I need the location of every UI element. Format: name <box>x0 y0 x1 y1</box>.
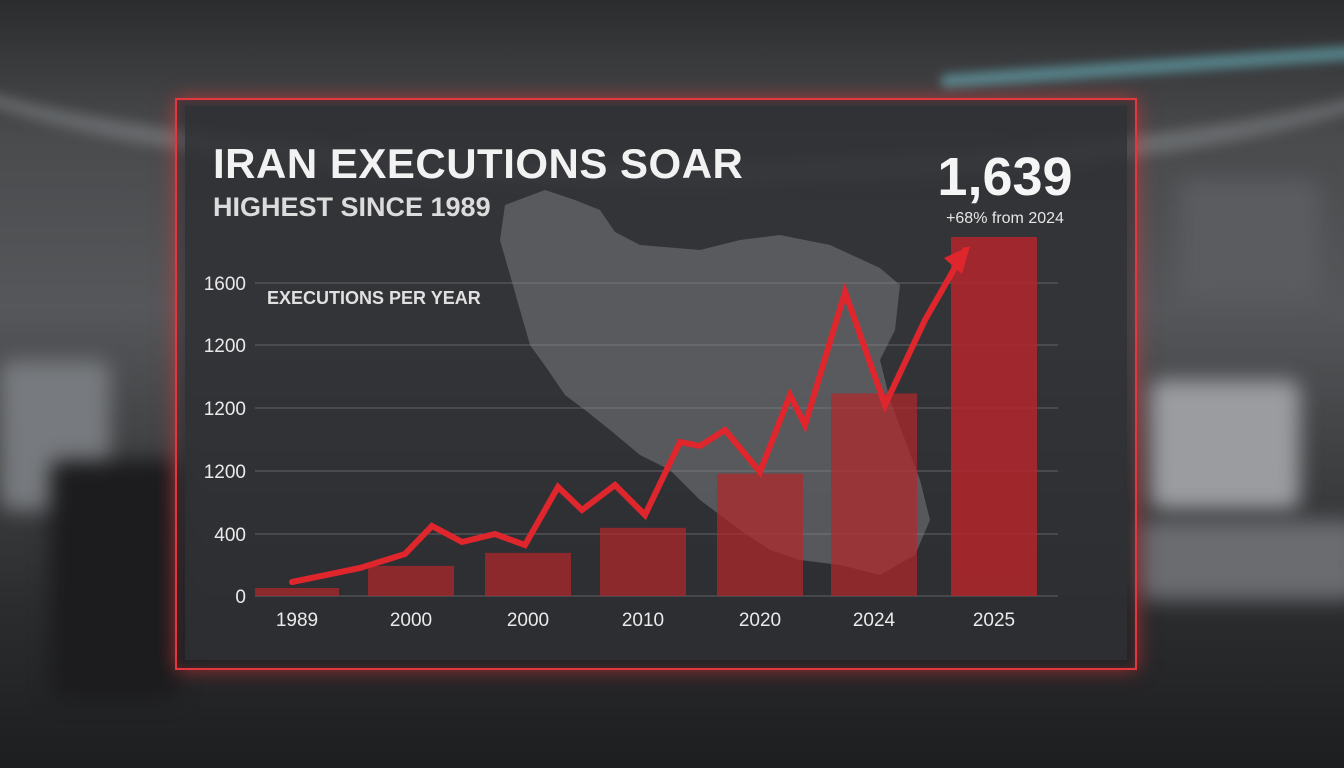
chart-title: IRAN EXECUTIONS SOAR <box>213 140 744 187</box>
bar <box>717 473 803 596</box>
bar <box>951 237 1037 596</box>
bar <box>485 552 571 596</box>
x-tick-label: 2010 <box>622 610 664 631</box>
x-tick-label: 2024 <box>853 610 896 631</box>
iran-map-silhouette <box>500 190 930 575</box>
highlight-value: 1,639 <box>937 147 1073 207</box>
y-tick-label: 0 <box>235 587 246 608</box>
bar <box>368 565 454 596</box>
trend-line <box>289 247 968 585</box>
y-axis-label: EXECUTIONS PER YEAR <box>267 288 481 308</box>
bar <box>831 393 917 596</box>
y-tick-label: 1200 <box>204 399 246 420</box>
x-tick-label: 1989 <box>276 610 318 631</box>
y-tick-label: 1200 <box>204 336 246 357</box>
y-tick-label: 400 <box>214 525 246 546</box>
highlight-change: +68% from 2024 <box>946 210 1064 227</box>
x-tick-label: 2000 <box>390 610 432 631</box>
x-tick-label: 2000 <box>507 610 549 631</box>
chart-subtitle: HIGHEST SINCE 1989 <box>213 192 491 222</box>
trend-arrowhead <box>944 246 970 274</box>
y-tick-label: 1200 <box>204 462 246 483</box>
bar <box>255 587 339 596</box>
bar <box>600 527 686 596</box>
y-tick-label: 1600 <box>204 274 246 295</box>
x-tick-label: 2025 <box>973 610 1015 631</box>
x-tick-label: 2020 <box>739 610 781 631</box>
